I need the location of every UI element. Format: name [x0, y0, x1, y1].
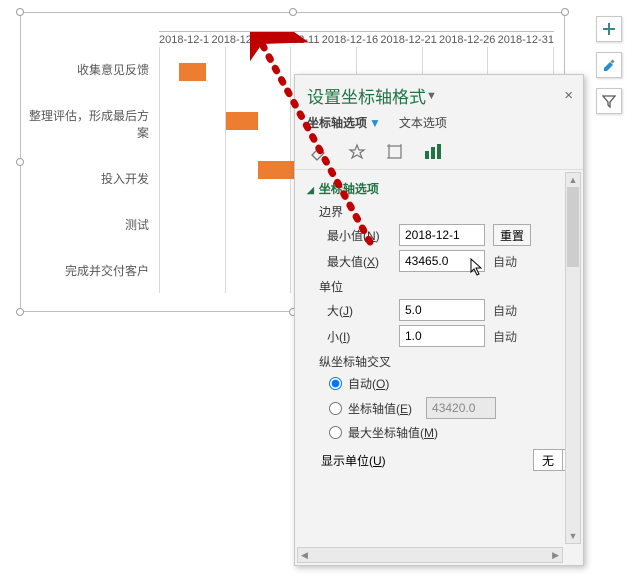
min-reset-button[interactable]: 重置 — [493, 224, 531, 246]
min-input[interactable] — [399, 224, 485, 246]
major-auto-label: 自动 — [493, 302, 529, 319]
x-tick: 2018-12-16 — [322, 34, 378, 45]
major-label: 大(J) — [327, 302, 391, 319]
vertical-scrollbar[interactable]: ▲ ▼ — [565, 172, 581, 544]
format-axis-pane: 设置坐标轴格式 ▼ × 坐标轴选项▼ 文本选项 坐标轴选项 边界 最小值(N) … — [294, 74, 584, 566]
y-label: 投入开发 — [21, 170, 155, 187]
display-unit-value: 无 — [534, 452, 562, 469]
resize-handle[interactable] — [561, 8, 569, 16]
effects-icon[interactable] — [345, 141, 369, 163]
x-axis[interactable]: 2018-12-1 2018-12-6 2018-12-11 2018-12-1… — [159, 31, 554, 45]
x-tick: 2018-12-31 — [498, 34, 554, 45]
pane-dropdown-icon[interactable]: ▼ — [426, 90, 437, 102]
pane-body: 坐标轴选项 边界 最小值(N) 重置 最大值(X) 自动 单位 大(J) 自动 … — [295, 170, 583, 546]
size-properties-icon[interactable] — [383, 141, 407, 163]
tab-text-options[interactable]: 文本选项 — [399, 114, 447, 131]
fill-line-icon[interactable] — [307, 141, 331, 163]
chart-filter-button[interactable] — [596, 88, 622, 114]
y-label: 收集意见反馈 — [21, 61, 155, 78]
pane-mode-icons — [295, 137, 583, 170]
chart-elements-button[interactable] — [596, 16, 622, 42]
x-tick: 2018-12-26 — [439, 34, 495, 45]
minor-input[interactable] — [399, 325, 485, 347]
resize-handle[interactable] — [16, 308, 24, 316]
y-label: 整理评估，形成最后方案 — [21, 107, 155, 141]
cross-value-radio[interactable]: 坐标轴值(E) — [329, 397, 579, 419]
horizontal-scrollbar[interactable]: ◀▶ — [297, 547, 563, 563]
y-label: 测试 — [21, 216, 155, 233]
scrollbar-thumb[interactable] — [567, 187, 579, 267]
x-tick: 2018-12-11 — [264, 34, 319, 45]
minor-label: 小(I) — [327, 328, 391, 345]
chart-styles-button[interactable] — [596, 52, 622, 78]
section-axis-options[interactable]: 坐标轴选项 — [307, 180, 579, 197]
axis-options-icon[interactable] — [421, 141, 445, 163]
group-cross: 纵坐标轴交叉 — [319, 353, 579, 370]
minor-auto-label: 自动 — [493, 328, 529, 345]
resize-handle[interactable] — [289, 8, 297, 16]
group-units: 单位 — [319, 278, 579, 295]
max-label: 最大值(X) — [327, 253, 391, 270]
pane-tabs: 坐标轴选项▼ 文本选项 — [295, 112, 583, 137]
tab-label: 坐标轴选项 — [307, 116, 367, 130]
y-label: 完成并交付客户 — [21, 262, 155, 279]
chart-side-icons — [596, 16, 624, 114]
cross-auto-radio[interactable]: 自动(O) — [329, 375, 579, 392]
cross-value-input — [426, 397, 496, 419]
x-tick: 2018-12-6 — [212, 34, 262, 45]
tab-axis-options[interactable]: 坐标轴选项▼ — [307, 114, 381, 131]
x-tick: 2018-12-1 — [159, 34, 209, 45]
x-tick: 2018-12-21 — [380, 34, 436, 45]
min-label: 最小值(N) — [327, 227, 391, 244]
resize-handle[interactable] — [16, 8, 24, 16]
cross-max-radio[interactable]: 最大坐标轴值(M) — [329, 424, 579, 441]
display-unit-label: 显示单位(U) — [321, 452, 386, 469]
close-icon[interactable]: × — [564, 87, 573, 104]
y-axis-labels: 收集意见反馈 整理评估，形成最后方案 投入开发 测试 完成并交付客户 — [21, 47, 155, 293]
max-auto-label: 自动 — [493, 253, 529, 270]
max-input[interactable] — [399, 250, 485, 272]
group-bounds: 边界 — [319, 203, 579, 220]
pane-title: 设置坐标轴格式 — [307, 83, 426, 108]
major-input[interactable] — [399, 299, 485, 321]
